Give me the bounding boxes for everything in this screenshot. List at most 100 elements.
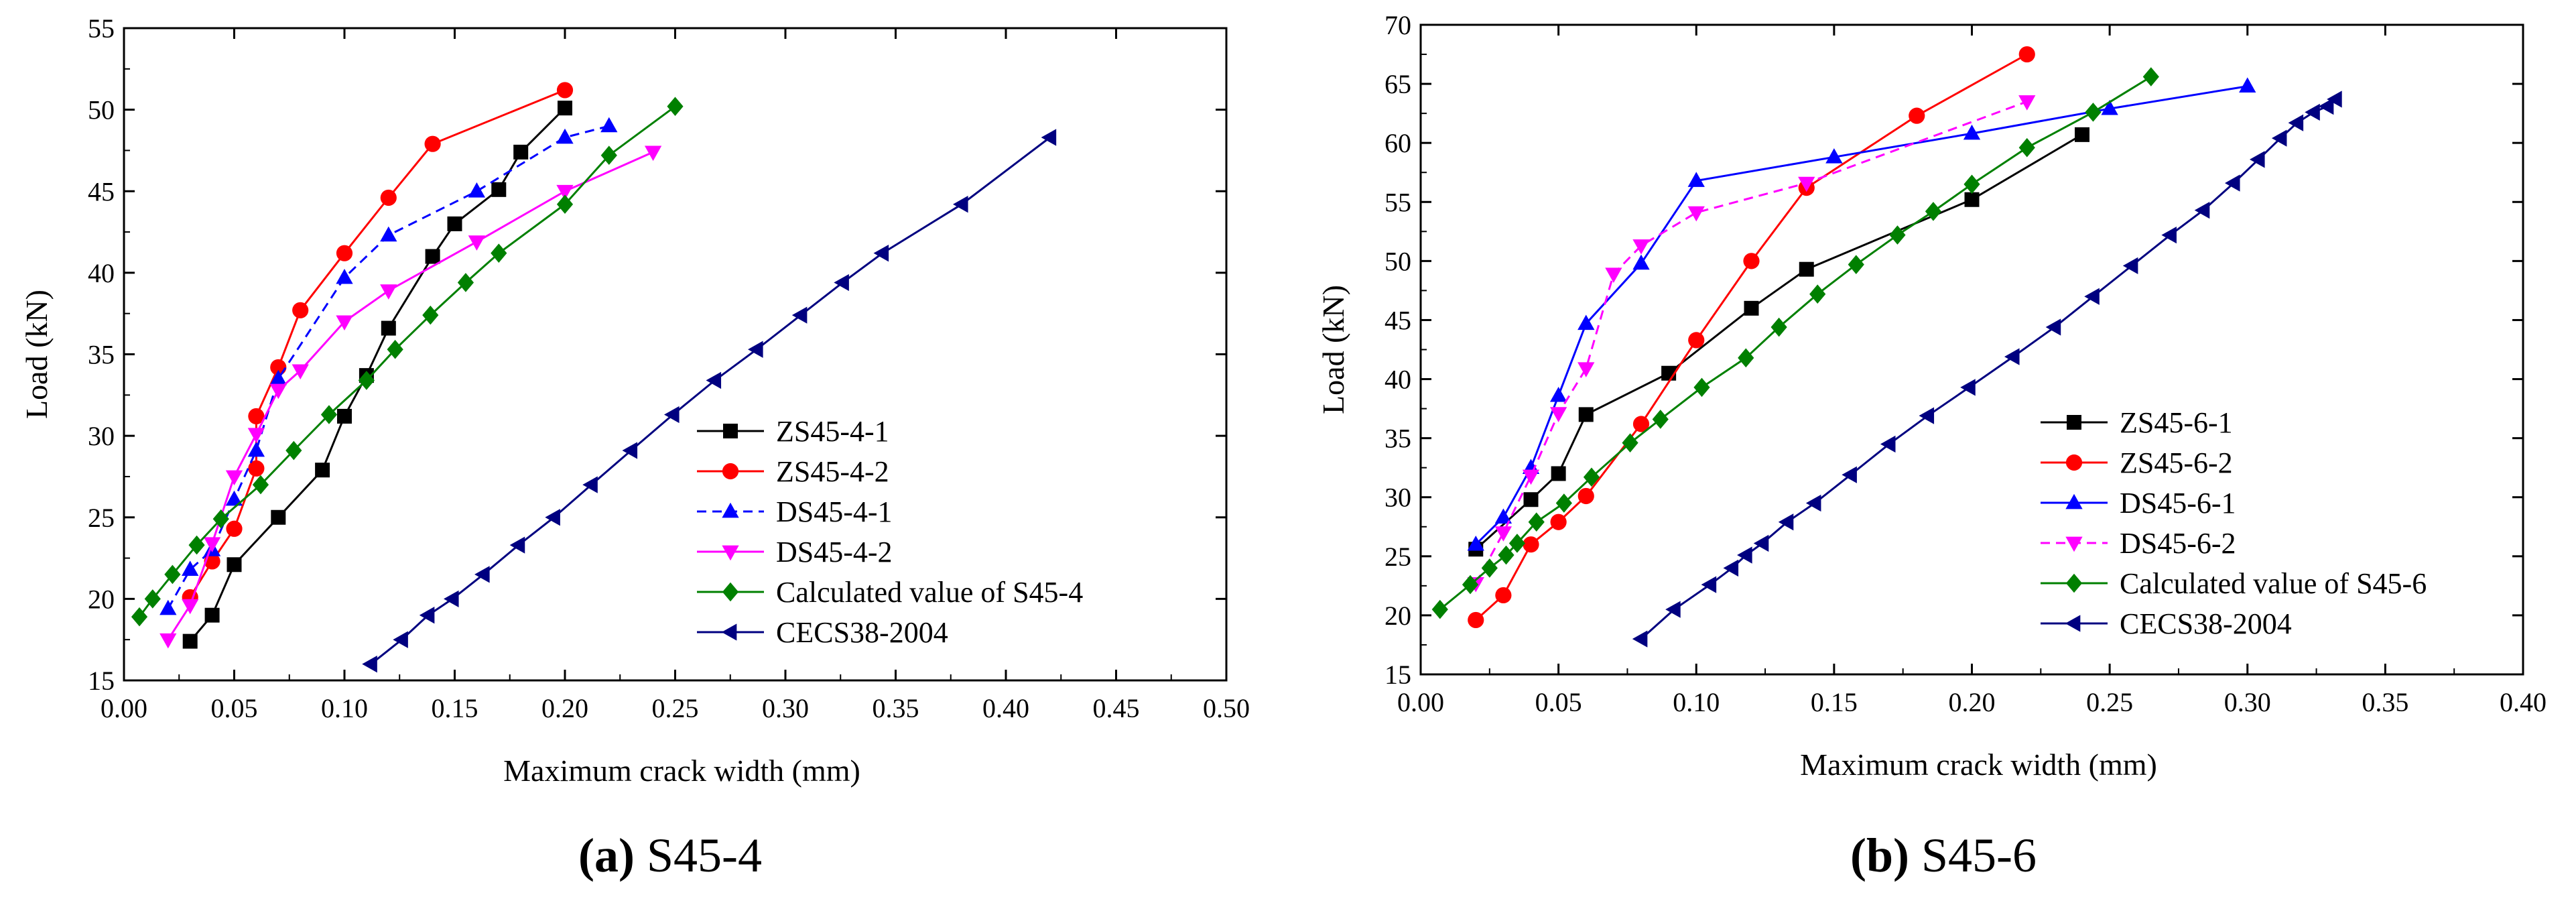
chart-b-series-cecs38-2004-point — [2161, 226, 2177, 244]
chart-a-legend-label-calculated-value-of-s45-4: Calculated value of S45-4 — [776, 576, 1083, 609]
chart-a-series-ds45-4-1-point — [336, 268, 353, 284]
chart-a-series-calculated-value-of-s45-4-line — [138, 105, 676, 617]
chart-b-series-cecs38-2004-point — [1632, 630, 1648, 648]
chart-b-legend-label-zs45-6-1: ZS45-6-1 — [2120, 406, 2233, 439]
chart-a-series-zs45-4-2-point — [556, 82, 574, 99]
caption-b-letter: (b) — [1850, 829, 1909, 882]
chart-a-series-zs45-4-1-point — [182, 633, 198, 649]
chart-a-series-cecs38-2004-point — [362, 656, 377, 673]
chart-a-x-tick-label: 0.35 — [873, 693, 919, 723]
chart-a-series-cecs38-2004-point — [706, 371, 722, 389]
chart-a-series-zs45-4-1-point — [381, 320, 396, 336]
chart-a-series-cecs38-2004-point — [873, 245, 889, 262]
chart-b-series-ds45-6-1-point — [2239, 77, 2256, 93]
chart-b-legend-marker-ds45-6-2 — [2065, 536, 2083, 552]
chart-a-series-ds45-4-1-point — [600, 117, 618, 133]
chart-a-series-calculated-value-of-s45-4-point — [422, 305, 439, 325]
chart-b-series-zs45-6-2-point — [1577, 487, 1594, 505]
chart-b-series-zs45-6-2-point — [2018, 46, 2035, 63]
chart-a-series-ds45-4-2-point — [380, 284, 397, 300]
caption-a-text: S45-4 — [647, 829, 762, 882]
chart-a-x-tick-label: 0.00 — [101, 693, 147, 723]
chart-b-series-cecs38-2004-point — [1737, 546, 1752, 564]
chart-b-series-cecs38-2004-point — [2327, 90, 2342, 108]
chart-a-y-axis-title: Load (kN) — [19, 290, 54, 419]
chart-b-series-zs45-6-1-point — [1964, 192, 1980, 207]
chart-a-series-zs45-4-2-point — [424, 135, 441, 152]
chart-b-legend-label-ds45-6-2: DS45-6-2 — [2120, 527, 2236, 560]
chart-b-legend-label-zs45-6-2: ZS45-6-2 — [2120, 446, 2233, 479]
chart-b-series-zs45-6-1-point — [1799, 261, 1814, 277]
chart-a-series-cecs38-2004-point — [622, 442, 638, 459]
chart-a-series-calculated-value-of-s45-4-point — [131, 607, 148, 627]
chart-a-series-ds45-4-2-point — [468, 235, 486, 251]
chart-a-x-tick-label: 0.30 — [762, 693, 809, 723]
chart-a-series-zs45-4-2-point — [226, 520, 243, 537]
chart-a-series-ds45-4-1-point — [182, 560, 199, 576]
chart-b-series-calculated-value-of-s45-6-point — [1652, 410, 1669, 429]
chart-a-series-ds45-4-1-point — [247, 441, 265, 457]
chart-b-series-ds45-6-1 — [1467, 77, 2256, 551]
chart-b-series-ds45-6-2-point — [1632, 239, 1650, 255]
chart-b-series-zs45-6-1-point — [1523, 492, 1539, 507]
chart-a-series-zs45-4-1 — [182, 101, 572, 649]
chart-b-series-cecs38-2004-point — [2122, 257, 2138, 275]
chart-b-series-calculated-value-of-s45-6-point — [1508, 534, 1526, 553]
chart-a-legend-marker-zs45-4-2 — [722, 463, 739, 480]
chart-b-y-axis-title: Load (kN) — [1316, 285, 1350, 414]
chart-a-series-cecs38-2004-point — [791, 306, 808, 324]
chart-b-y-tick-label: 70 — [1384, 10, 1411, 40]
chart-b-series-calculated-value-of-s45-6-point — [1925, 202, 1942, 221]
chart-b-series-calculated-value-of-s45-6-point — [2085, 103, 2102, 122]
chart-b-series-zs45-6-1-point — [2075, 127, 2089, 142]
chart-a-y-tick-label: 15 — [88, 666, 115, 696]
chart-b-series-cecs38-2004-point — [1919, 407, 1935, 424]
chart-b-series-zs45-6-2-point — [1495, 587, 1512, 604]
chart-b-series-cecs38-2004-point — [1723, 559, 1739, 577]
chart-b-x-tick-label: 0.05 — [1535, 687, 1582, 717]
chart-b-series-calculated-value-of-s45-6-point — [1481, 558, 1498, 578]
chart-a-series-ds45-4-2-point — [336, 315, 353, 331]
chart-a-series-cecs38-2004-point — [1041, 129, 1057, 146]
chart-b-y-tick-label: 15 — [1384, 660, 1411, 690]
chart-a-series-calculated-value-of-s45-4-point — [600, 145, 617, 166]
chart-b-series-ds45-6-2-point — [1549, 407, 1567, 422]
chart-b-series-cecs38-2004-point — [2288, 114, 2304, 131]
chart-a-series-zs45-4-2-point — [248, 460, 265, 477]
chart-a-legend-marker-zs45-4-1 — [723, 424, 738, 438]
chart-b-series-calculated-value-of-s45-6-point — [1693, 377, 1710, 398]
chart-a-y-tick-label: 35 — [88, 340, 115, 370]
chart-b-series-calculated-value-of-s45-6-point — [1583, 467, 1600, 487]
chart-b-series-zs45-6-2-point — [1523, 536, 1539, 553]
chart-a-series-calculated-value-of-s45-4-point — [491, 243, 507, 263]
chart-a-series-zs45-4-2-point — [380, 189, 397, 206]
chart-a-series-ds45-4-2-point — [182, 599, 199, 615]
chart-b-series-ds45-6-1-point — [1467, 536, 1484, 551]
chart-b-series-calculated-value-of-s45-6-point — [1431, 599, 1448, 619]
chart-a-x-tick-label: 0.05 — [211, 693, 258, 723]
chart-b-series-cecs38-2004-point — [2194, 201, 2210, 219]
chart-a-y-tick-label: 25 — [88, 503, 115, 533]
chart-a-series-cecs38-2004-point — [664, 406, 680, 424]
chart-a-series-zs45-4-1-point — [337, 408, 352, 424]
chart-a-series-ds45-4-2 — [159, 145, 662, 649]
chart-b-series-ds45-6-2-point — [1494, 526, 1512, 542]
caption-a: (a) S45-4 — [578, 829, 762, 882]
chart-b-series-calculated-value-of-s45-6-point — [1498, 545, 1515, 565]
chart-b-series-zs45-6-2-point — [1688, 332, 1705, 349]
chart-a-series-calculated-value-of-s45-4-point — [188, 535, 205, 555]
chart-a-series-cecs38-2004-point — [748, 341, 763, 358]
chart-b-y-tick-label: 60 — [1384, 128, 1411, 158]
chart-b-series-zs45-6-1-point — [1578, 407, 1594, 422]
chart-b-series-calculated-value-of-s45-6 — [1431, 67, 2159, 619]
chart-b-x-tick-label: 0.30 — [2224, 687, 2271, 717]
chart-a-series-calculated-value-of-s45-4-point — [144, 589, 161, 609]
chart-a-series-ds45-4-1-point — [225, 490, 243, 506]
chart-a-series-cecs38-2004-point — [953, 196, 968, 213]
chart-b-legend-marker-zs45-6-2 — [2065, 454, 2083, 471]
chart-a-series-ds45-4-2-point — [269, 383, 287, 400]
chart-b-series-cecs38-2004-point — [1805, 494, 1821, 512]
chart-b-y-tick-label: 55 — [1384, 187, 1411, 217]
chart-b-series-ds45-6-2-point — [2018, 95, 2036, 111]
chart-b-series-ds45-6-2-line — [1474, 101, 2028, 585]
